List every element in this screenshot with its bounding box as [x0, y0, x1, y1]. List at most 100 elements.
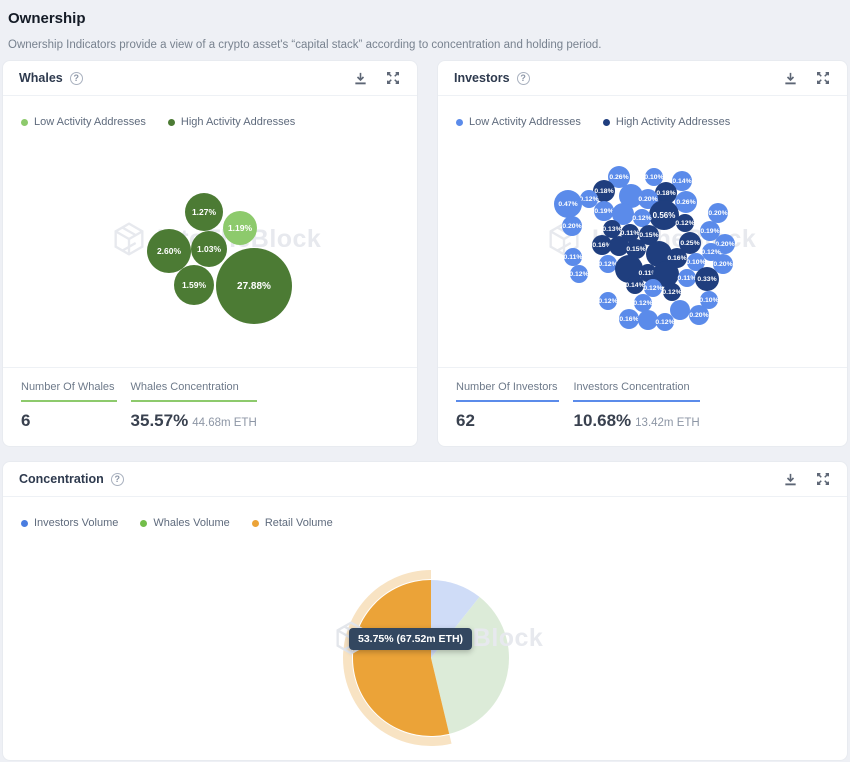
bubble-0.15pct[interactable]: 0.15%	[639, 225, 659, 245]
legend-item-high-activity[interactable]: High Activity Addresses	[167, 116, 295, 128]
legend-dot-icon	[456, 118, 463, 126]
expand-icon[interactable]	[386, 71, 401, 86]
bubble-1.03pct[interactable]: 1.03%	[191, 231, 227, 267]
bubble-0.11pct[interactable]: 0.11%	[639, 264, 657, 282]
bubble-0.20pct[interactable]: 0.20%	[562, 216, 582, 236]
whales-panel-title: Whales	[19, 71, 63, 85]
bubble-0.12pct[interactable]: 0.12%	[632, 209, 652, 227]
stat-investors-concentration[interactable]: Investors Concentration 10.68% 13.42m ETH	[573, 381, 700, 446]
bubble-unlabeled[interactable]	[670, 300, 690, 320]
bubble-0.10pct[interactable]: 0.10%	[699, 291, 719, 309]
bubble-0.16pct[interactable]: 0.16%	[592, 235, 612, 255]
legend-dot-icon	[21, 519, 28, 527]
legend-label: Retail Volume	[264, 517, 333, 529]
panel-actions	[783, 71, 831, 86]
bubble-0.12pct[interactable]: 0.12%	[633, 294, 653, 312]
legend-item-retail-volume[interactable]: Retail Volume	[251, 517, 333, 529]
bubble-1.19pct[interactable]: 1.19%	[223, 211, 257, 245]
bubble-0.12pct[interactable]: 0.12%	[675, 214, 695, 232]
bubble-0.20pct[interactable]: 0.20%	[715, 234, 735, 254]
bubble-0.18pct[interactable]: 0.18%	[655, 182, 677, 204]
legend-dot-icon	[251, 519, 259, 527]
bubble-0.13pct[interactable]: 0.13%	[602, 220, 622, 238]
download-icon[interactable]	[783, 472, 798, 487]
legend-item-investors-volume[interactable]: Investors Volume	[21, 517, 118, 529]
bubble-0.56pct[interactable]: 0.56%	[649, 200, 679, 230]
bubble-unlabeled[interactable]	[612, 203, 634, 225]
bubble-0.12pct[interactable]: 0.12%	[643, 279, 663, 297]
legend-item-low-activity[interactable]: Low Activity Addresses	[21, 116, 146, 128]
bubble-0.10pct[interactable]: 0.10%	[686, 253, 706, 271]
bubble-0.10pct[interactable]: 0.10%	[644, 168, 664, 186]
bubble-0.12pct[interactable]: 0.12%	[579, 190, 599, 208]
legend-label: Low Activity Addresses	[34, 116, 146, 128]
bubble-0.12pct[interactable]: 0.12%	[598, 292, 618, 310]
bubble-0.47pct[interactable]: 0.47%	[554, 190, 582, 218]
stat-label: Whales Concentration	[130, 381, 257, 402]
expand-icon[interactable]	[816, 71, 831, 86]
bubble-0.11pct[interactable]: 0.11%	[564, 248, 582, 266]
pie-svg	[343, 570, 509, 746]
bubble-0.20pct[interactable]: 0.20%	[708, 203, 728, 223]
concentration-pie-chart: IntoTheBlock 53.75% (67.52m ETH)	[3, 537, 847, 762]
legend-item-whales-volume[interactable]: Whales Volume	[140, 517, 230, 529]
bubble-0.26pct[interactable]: 0.26%	[675, 191, 697, 213]
download-icon[interactable]	[783, 71, 798, 86]
bubble-0.19pct[interactable]: 0.19%	[594, 201, 614, 221]
bubble-0.25pct[interactable]: 0.25%	[679, 232, 701, 254]
legend-dot-icon	[21, 118, 28, 126]
legend-label: Low Activity Addresses	[469, 116, 581, 128]
bubble-0.12pct[interactable]: 0.12%	[662, 283, 682, 301]
stat-label: Number Of Whales	[21, 381, 117, 402]
investors-panel: Investors ? Low Activity Addresses High …	[437, 60, 848, 447]
stat-number-of-investors[interactable]: Number Of Investors 62	[456, 381, 560, 446]
whales-stats: Number Of Whales 6 Whales Concentration …	[3, 367, 417, 446]
investors-panel-header: Investors ?	[438, 61, 847, 96]
bubble-0.18pct[interactable]: 0.18%	[593, 180, 615, 202]
bubble-0.11pct[interactable]: 0.11%	[678, 269, 696, 287]
bubble-0.12pct[interactable]: 0.12%	[569, 265, 589, 283]
whales-panel: Whales ? Low Activity Addresses High Act…	[2, 60, 418, 447]
panel-actions	[783, 472, 831, 487]
panel-actions	[353, 71, 401, 86]
legend-item-low-activity[interactable]: Low Activity Addresses	[456, 116, 581, 128]
help-icon[interactable]: ?	[516, 71, 530, 85]
concentration-legend: Investors Volume Whales Volume Retail Vo…	[21, 517, 847, 529]
concentration-panel-header: Concentration ?	[3, 462, 847, 497]
legend-label: Whales Volume	[153, 517, 230, 529]
stat-value: 10.68% 13.42m ETH	[573, 411, 700, 430]
stat-sub-value: 13.42m ETH	[635, 417, 700, 429]
download-icon[interactable]	[353, 71, 368, 86]
investors-legend: Low Activity Addresses High Activity Add…	[456, 116, 847, 128]
help-icon[interactable]: ?	[69, 71, 83, 85]
bubble-0.19pct[interactable]: 0.19%	[700, 221, 720, 241]
investors-stats: Number Of Investors 62 Investors Concent…	[438, 367, 847, 446]
stat-value: 35.57% 44.68m ETH	[130, 411, 257, 430]
bubble-0.26pct[interactable]: 0.26%	[608, 166, 630, 188]
bubble-unlabeled[interactable]	[638, 310, 658, 330]
pie-slice-whales-volume[interactable]	[431, 596, 509, 734]
bubble-0.20pct[interactable]: 0.20%	[689, 305, 709, 325]
bubble-0.12pct[interactable]: 0.12%	[598, 255, 618, 273]
bubble-0.16pct[interactable]: 0.16%	[619, 309, 639, 329]
pie-slice-retail-volume[interactable]	[352, 580, 450, 736]
bubble-27.88pct[interactable]: 27.88%	[216, 248, 292, 324]
expand-icon[interactable]	[816, 472, 831, 487]
bubble-0.20pct[interactable]: 0.20%	[713, 254, 733, 274]
help-icon[interactable]: ?	[110, 472, 124, 486]
stat-number-of-whales[interactable]: Number Of Whales 6	[21, 381, 117, 446]
bubble-unlabeled[interactable]	[609, 236, 629, 256]
page-header: Ownership Ownership Indicators provide a…	[0, 0, 850, 51]
bubble-0.15pct[interactable]: 0.15%	[626, 239, 646, 259]
bubble-1.27pct[interactable]: 1.27%	[185, 193, 223, 231]
bubble-0.14pct[interactable]: 0.14%	[625, 276, 645, 294]
concentration-panel: Concentration ? Investors Volume Whales …	[2, 461, 848, 761]
bubble-1.59pct[interactable]: 1.59%	[174, 265, 214, 305]
bubble-2.60pct[interactable]: 2.60%	[147, 229, 191, 273]
bubble-0.12pct[interactable]: 0.12%	[655, 313, 675, 331]
bubble-0.33pct[interactable]: 0.33%	[695, 267, 719, 291]
stat-whales-concentration[interactable]: Whales Concentration 35.57% 44.68m ETH	[130, 381, 257, 446]
bubble-0.14pct[interactable]: 0.14%	[672, 171, 692, 191]
legend-item-high-activity[interactable]: High Activity Addresses	[602, 116, 730, 128]
